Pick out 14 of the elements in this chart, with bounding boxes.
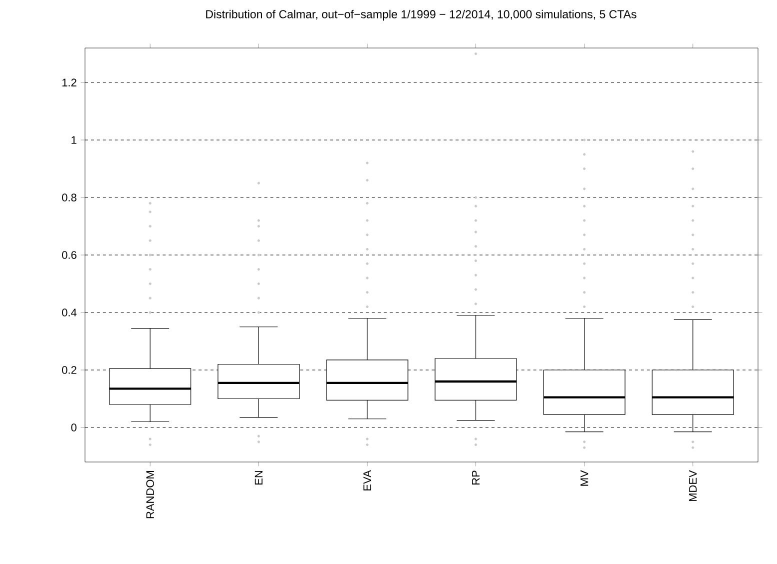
y-tick-label: 0.6 (62, 251, 76, 259)
x-tick-label: RP (472, 470, 480, 484)
y-tick-label: 0.2 (62, 366, 76, 374)
y-tick-label: 1.2 (62, 78, 76, 86)
y-tick-label: 0.8 (62, 194, 76, 202)
y-tick-label: 0.4 (62, 308, 77, 316)
y-tick-label: 0 (71, 424, 76, 432)
x-tick-label: RANDOM (146, 471, 154, 518)
x-tick-label: EN (254, 471, 262, 484)
chart-title: Distribution of Calmar, out−of−sample 1/1999 − 12/2014, 10,000 simulations, 5 CTAs (206, 10, 636, 21)
x-tick-label: EVA (363, 470, 372, 490)
x-tick-label: MV (580, 470, 588, 486)
x-tick-label: MDEV (689, 470, 697, 501)
y-tick-label: 1 (72, 136, 76, 144)
